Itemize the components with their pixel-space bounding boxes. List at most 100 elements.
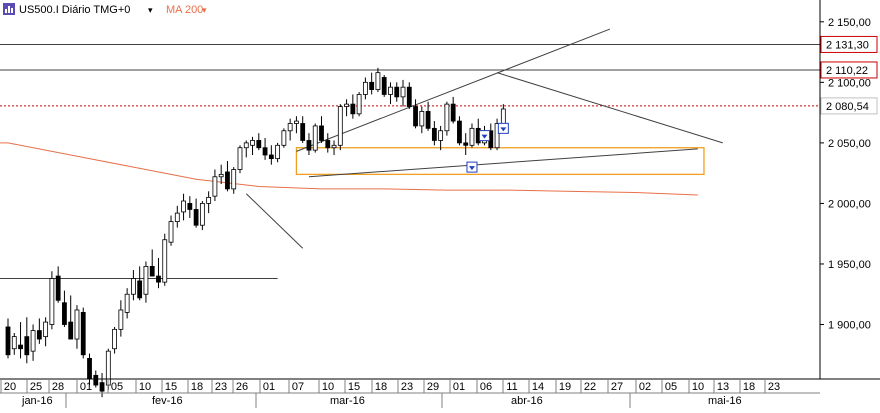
trade-marker-arrow-icon (500, 127, 507, 132)
price-tick-label: 1 950,00 (828, 259, 871, 271)
day-label: 01 (453, 381, 465, 393)
candle-body (381, 77, 387, 95)
candle-body (99, 382, 105, 392)
day-label: 13 (717, 381, 729, 393)
candle-body (243, 142, 249, 149)
ma200-line (0, 142, 698, 196)
candle-body (500, 108, 506, 124)
day-label: 29 (427, 381, 439, 393)
day-label: 19 (559, 381, 571, 393)
time-axis[interactable]: 20 25 28 01 05 10 15 18 23 26 01 07 10 15 18 23 29 01 06 11… (0, 379, 780, 408)
month-label: abr-16 (511, 395, 543, 407)
month-label: fev-16 (152, 395, 183, 407)
candle-body (124, 293, 130, 313)
candle-body (199, 203, 205, 226)
candle-body (419, 110, 425, 127)
trade-marker-arrow-icon (468, 166, 475, 171)
candles-layer (5, 67, 506, 398)
candle-body (212, 176, 218, 197)
candle-body (444, 103, 450, 132)
candle-body (457, 120, 462, 144)
candle-body (162, 239, 168, 283)
day-label: 10 (139, 381, 151, 393)
day-label: 18 (743, 381, 755, 393)
candle-body (93, 374, 99, 386)
day-label: 07 (292, 381, 304, 393)
symbol-dropdown-icon[interactable]: ▾ (148, 5, 153, 15)
day-label: 15 (165, 381, 177, 393)
symbol-icon-bar (8, 6, 10, 13)
day-label: 28 (52, 381, 64, 393)
candle-body (36, 330, 42, 340)
candle-body (11, 336, 17, 350)
candle-body (193, 209, 199, 226)
price-tick-label: 2 000,00 (828, 198, 871, 210)
candle-body (181, 200, 186, 213)
candle-body (206, 196, 212, 204)
candle-body (5, 326, 11, 356)
day-label: 05 (665, 381, 677, 393)
candle-body (143, 265, 149, 295)
price-label: 2 110,22 (826, 65, 868, 77)
candle-body (30, 330, 36, 352)
candle-body (463, 142, 469, 146)
day-label: 11 (506, 381, 517, 393)
day-label: 27 (611, 381, 623, 393)
ma-dropdown-icon[interactable]: ▾ (202, 5, 207, 15)
candle-body (350, 103, 356, 115)
day-label: 01 (80, 381, 92, 393)
day-label: 26 (236, 381, 248, 393)
symbol-title[interactable]: US500.I Diário TMG+0 (19, 4, 130, 16)
candle-body (287, 123, 293, 132)
candle-body (118, 309, 124, 330)
price-axis[interactable]: 2 150,00 2 100,00 2 050,00 2 000,00 1 950,00… (820, 17, 878, 332)
candle-body (156, 275, 161, 283)
candle-body (375, 72, 381, 91)
candle-body (187, 203, 193, 210)
candle-body (137, 280, 143, 299)
candle-body (325, 140, 331, 149)
candle-body (281, 130, 287, 146)
trendlines-layer (245, 28, 723, 249)
price-label: 2 131,30 (826, 39, 869, 51)
day-label: 05 (111, 381, 123, 393)
markers-layer (466, 122, 509, 173)
day-label: 14 (532, 381, 544, 393)
candle-body (294, 120, 299, 124)
candle-body (174, 212, 180, 222)
ma200-layer (0, 142, 698, 196)
day-label: 23 (215, 381, 227, 393)
candle-body (130, 278, 136, 295)
candle-body (319, 125, 324, 141)
trendline-1 (496, 72, 723, 144)
day-label: 18 (375, 381, 387, 393)
candle-body (344, 103, 349, 107)
symbol-icon-bar (11, 8, 13, 13)
candle-body (268, 154, 274, 160)
day-label: 18 (191, 381, 203, 393)
candle-body (43, 321, 49, 338)
day-label: 02 (639, 381, 651, 393)
candle-body (74, 309, 80, 340)
day-label: 20 (4, 381, 16, 393)
price-label-box (820, 35, 878, 53)
candle-body (262, 147, 268, 156)
candle-body (250, 140, 255, 146)
month-label: mai-16 (708, 395, 742, 407)
candle-body (275, 144, 281, 160)
ma-label[interactable]: MA 200 (166, 4, 203, 16)
candle-body (312, 125, 318, 151)
candle-body (149, 265, 155, 277)
trendline-0 (296, 28, 611, 152)
candle-body (112, 328, 117, 350)
candle-body (331, 144, 337, 149)
candle-body (450, 103, 456, 122)
candle-body (237, 147, 243, 170)
candle-body (337, 106, 343, 146)
candle-body (306, 140, 312, 151)
candle-body (431, 127, 437, 141)
candle-body (218, 173, 224, 178)
candle-body (231, 169, 237, 190)
candle-body (300, 123, 306, 141)
candle-body (356, 94, 362, 115)
